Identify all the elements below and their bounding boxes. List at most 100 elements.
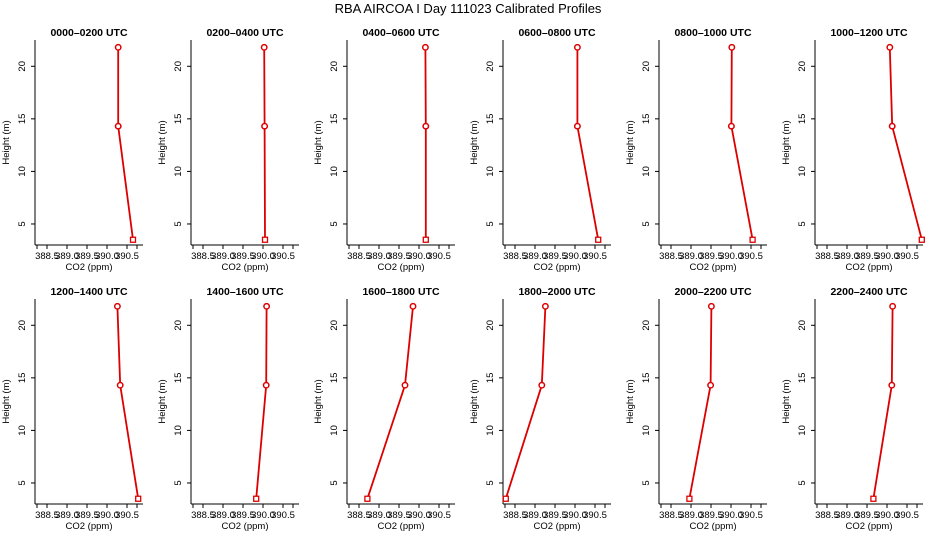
data-point [116, 381, 124, 389]
y-tick-label: 15 [641, 114, 652, 125]
x-tick-label: 389.5 [75, 510, 99, 521]
x-tick-label: 389.0 [211, 510, 235, 521]
x-axis-label: CO2 (ppm) [846, 262, 893, 273]
y-tick-label: 10 [173, 166, 184, 177]
data-point [886, 43, 894, 51]
data-point [502, 495, 509, 502]
x-tick-label: 389.5 [855, 510, 879, 521]
data-point [422, 122, 430, 130]
y-axis-label: Height (m) [313, 120, 324, 164]
y-tick-label: 15 [329, 373, 340, 384]
data-point [401, 381, 409, 389]
y-tick-label: 15 [797, 373, 808, 384]
x-axis-label: CO2 (ppm) [66, 521, 113, 532]
x-tick-label: 390.5 [583, 251, 607, 262]
x-tick-label: 390.0 [251, 510, 275, 521]
x-tick-label: 389.5 [543, 510, 567, 521]
y-tick-label: 5 [173, 221, 184, 226]
y-axis-label: Height (m) [625, 379, 636, 423]
x-tick-label: 389.5 [543, 251, 567, 262]
x-axis-label: CO2 (ppm) [378, 521, 425, 532]
y-tick-label: 20 [797, 61, 808, 72]
data-point [364, 495, 371, 502]
x-tick-label: 390.5 [271, 510, 295, 521]
y-tick-label: 10 [17, 166, 28, 177]
x-tick-label: 389.5 [231, 510, 255, 521]
y-tick-label: 20 [173, 320, 184, 331]
y-tick-label: 5 [641, 480, 652, 485]
x-tick-label: 390.5 [427, 510, 451, 521]
y-tick-label: 5 [641, 221, 652, 226]
x-tick-label: 389.0 [679, 510, 703, 521]
data-point [573, 43, 581, 51]
x-axis-label: CO2 (ppm) [534, 262, 581, 273]
x-tick-label: 388.5 [503, 251, 527, 262]
data-point [114, 43, 122, 51]
x-tick-label: 390.0 [719, 251, 743, 262]
y-tick-label: 10 [641, 166, 652, 177]
x-tick-label: 390.0 [95, 510, 119, 521]
data-point [114, 122, 122, 130]
profile-line [888, 47, 923, 240]
x-tick-label: 388.5 [35, 251, 59, 262]
x-tick-label: 389.5 [387, 510, 411, 521]
y-tick-label: 15 [797, 114, 808, 125]
x-axis-label: CO2 (ppm) [690, 262, 737, 273]
x-tick-label: 388.5 [191, 510, 215, 521]
x-tick-label: 390.5 [583, 510, 607, 521]
x-axis-label: CO2 (ppm) [378, 262, 425, 273]
x-tick-label: 389.0 [211, 251, 235, 262]
y-tick-label: 10 [485, 166, 496, 177]
y-tick-label: 10 [641, 425, 652, 436]
data-point [262, 381, 270, 389]
data-point [573, 122, 581, 130]
y-tick-label: 10 [485, 425, 496, 436]
x-tick-label: 388.5 [347, 510, 371, 521]
y-tick-label: 5 [485, 480, 496, 485]
y-tick-label: 10 [797, 425, 808, 436]
y-tick-label: 15 [173, 114, 184, 125]
panel-title: 0800–1000 UTC [674, 27, 751, 39]
x-tick-label: 389.5 [699, 251, 723, 262]
data-point [541, 302, 549, 310]
profile-line [504, 306, 547, 499]
x-tick-label: 389.0 [55, 510, 79, 521]
data-point [129, 236, 137, 243]
y-tick-label: 20 [641, 320, 652, 331]
y-axis-label: Height (m) [313, 379, 324, 423]
data-point [422, 236, 429, 243]
data-point [538, 381, 546, 389]
x-tick-label: 390.0 [875, 251, 899, 262]
x-tick-label: 390.5 [427, 251, 451, 262]
x-tick-label: 390.0 [95, 251, 119, 262]
panel-title: 1800–2000 UTC [518, 286, 595, 298]
x-tick-label: 388.5 [659, 251, 683, 262]
data-point [595, 236, 602, 243]
y-tick-label: 20 [641, 61, 652, 72]
x-axis-label: CO2 (ppm) [846, 521, 893, 532]
data-point [113, 302, 121, 310]
panel-title: 1600–1800 UTC [362, 286, 439, 298]
panel-title: 0200–0400 UTC [206, 27, 283, 39]
profile-line [117, 47, 134, 240]
x-tick-label: 388.5 [815, 510, 839, 521]
x-tick-label: 390.0 [875, 510, 899, 521]
y-tick-label: 20 [173, 61, 184, 72]
profile-line [366, 306, 414, 499]
y-tick-label: 10 [173, 425, 184, 436]
x-tick-label: 388.5 [35, 510, 59, 521]
y-tick-label: 15 [17, 373, 28, 384]
panel-grid: 0000–0200 UTC388.5389.0389.5390.0390.551… [1, 27, 925, 532]
y-axis-label: Height (m) [1, 120, 12, 164]
y-tick-label: 5 [797, 221, 808, 226]
y-axis-label: Height (m) [157, 120, 168, 164]
x-tick-label: 390.5 [895, 251, 919, 262]
y-tick-label: 5 [329, 221, 340, 226]
y-tick-label: 5 [485, 221, 496, 226]
